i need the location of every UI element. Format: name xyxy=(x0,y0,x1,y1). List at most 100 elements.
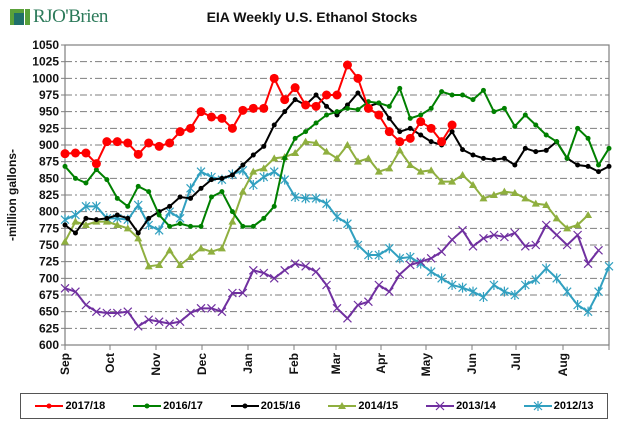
data-point xyxy=(344,105,350,111)
data-point xyxy=(376,100,382,106)
data-point xyxy=(144,138,154,148)
data-point xyxy=(312,139,321,146)
data-point xyxy=(125,203,131,209)
data-point xyxy=(83,180,89,186)
data-point xyxy=(334,109,340,115)
data-point xyxy=(91,201,101,212)
data-point xyxy=(470,152,476,158)
data-point xyxy=(510,290,520,300)
data-point xyxy=(271,203,277,209)
data-point xyxy=(437,137,447,147)
data-point xyxy=(301,261,311,271)
data-point xyxy=(72,175,78,181)
data-point xyxy=(280,265,290,275)
data-point xyxy=(552,273,562,284)
legend-swatch-icon xyxy=(523,401,552,411)
data-point xyxy=(435,401,445,411)
data-point xyxy=(177,194,183,200)
data-point xyxy=(324,103,330,109)
data-point xyxy=(102,308,112,318)
data-point xyxy=(469,181,477,188)
data-point xyxy=(489,230,499,240)
y-tick-label: 975 xyxy=(39,88,59,102)
data-point xyxy=(196,107,206,117)
data-point xyxy=(575,125,581,131)
data-point xyxy=(418,132,424,138)
data-point xyxy=(363,103,373,113)
data-point xyxy=(259,103,269,113)
y-tick-label: 1050 xyxy=(32,38,59,52)
data-point xyxy=(343,141,352,148)
data-point xyxy=(531,240,541,250)
data-point xyxy=(177,221,183,227)
data-point xyxy=(407,115,413,121)
data-point xyxy=(405,260,415,270)
data-point xyxy=(521,194,530,202)
data-point xyxy=(416,257,426,267)
data-point xyxy=(208,177,214,183)
data-point xyxy=(564,155,570,161)
y-tick-label: 875 xyxy=(39,155,59,169)
legend-label: 2016/17 xyxy=(163,400,203,412)
data-point xyxy=(290,192,300,202)
data-point xyxy=(167,203,173,209)
data-point xyxy=(426,253,436,263)
data-point xyxy=(112,308,122,318)
data-point xyxy=(144,315,154,325)
data-point xyxy=(606,163,612,169)
data-point xyxy=(512,162,518,168)
data-point xyxy=(584,211,593,218)
data-point xyxy=(573,300,583,310)
data-point xyxy=(458,225,467,235)
data-point xyxy=(81,221,90,228)
data-point xyxy=(583,306,593,317)
data-point xyxy=(198,223,204,229)
data-point xyxy=(426,266,436,277)
data-point xyxy=(406,161,415,168)
data-point xyxy=(405,252,415,262)
data-point xyxy=(353,157,362,165)
data-point xyxy=(343,313,352,323)
data-point xyxy=(206,112,216,122)
data-point xyxy=(165,138,175,148)
data-point xyxy=(374,280,384,290)
data-point xyxy=(458,282,467,293)
series-2016-17 xyxy=(62,85,612,229)
data-point xyxy=(154,225,164,236)
data-point xyxy=(384,243,394,254)
data-point xyxy=(144,403,150,409)
y-tick-label: 800 xyxy=(39,205,59,219)
data-point xyxy=(71,287,80,297)
data-point xyxy=(207,303,216,313)
data-point xyxy=(259,164,268,172)
data-point xyxy=(447,235,457,245)
y-tick-label: 700 xyxy=(39,271,59,285)
data-point xyxy=(447,120,457,130)
data-point xyxy=(500,187,509,195)
data-point xyxy=(531,199,540,207)
data-point xyxy=(229,209,235,215)
data-point xyxy=(186,123,196,133)
data-point xyxy=(552,230,562,240)
data-point xyxy=(470,97,476,103)
data-point xyxy=(499,286,509,297)
data-point xyxy=(332,303,342,313)
data-point xyxy=(227,123,237,133)
data-point xyxy=(322,280,331,290)
data-point xyxy=(269,273,279,283)
data-point xyxy=(134,234,143,242)
data-point xyxy=(291,149,300,156)
data-point xyxy=(197,244,205,252)
data-point xyxy=(311,101,321,111)
data-point xyxy=(468,241,478,251)
data-point xyxy=(324,112,330,118)
chart-title: EIA Weekly U.S. Ethanol Stocks xyxy=(206,9,418,25)
data-point xyxy=(102,217,111,225)
data-point xyxy=(91,307,101,317)
data-point xyxy=(439,89,445,95)
data-point xyxy=(449,92,455,98)
data-point xyxy=(83,215,89,221)
rjobrien-logo: RJO'Brien xyxy=(10,6,108,28)
data-point xyxy=(426,123,436,133)
data-point xyxy=(449,129,455,135)
